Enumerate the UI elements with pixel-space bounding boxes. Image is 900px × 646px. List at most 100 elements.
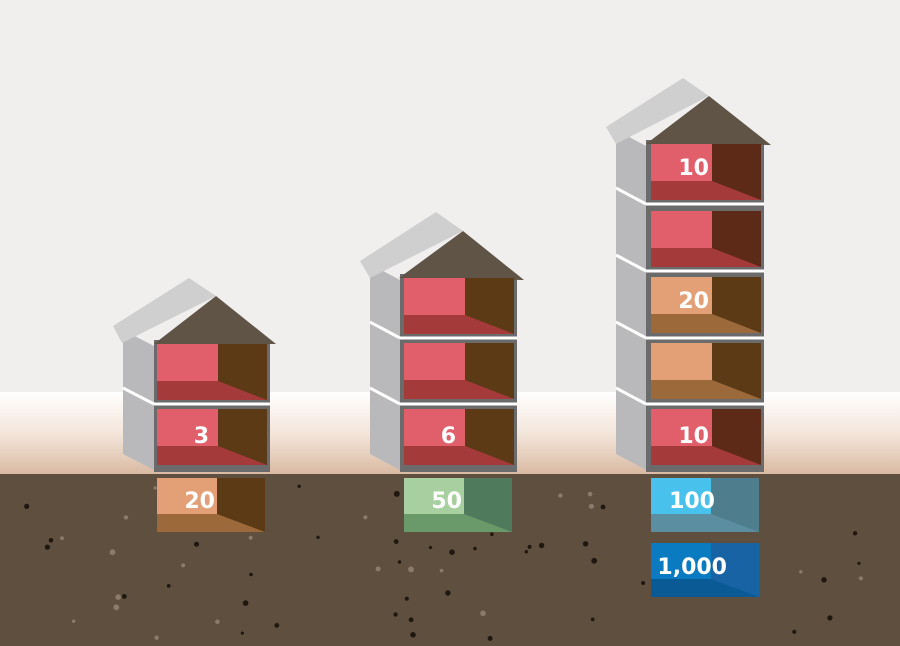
soil-speck <box>363 515 368 520</box>
floor-room-fill <box>157 409 218 446</box>
soil-speck <box>393 539 399 544</box>
soil-speck <box>473 546 477 551</box>
floor-room-fill <box>404 278 465 315</box>
soil-speck <box>487 635 493 641</box>
soil-speck <box>582 541 589 547</box>
room-label: 6 <box>441 424 456 449</box>
floor-room: 3 <box>157 409 267 465</box>
basement-room: 1,000 <box>651 543 759 597</box>
soil-speck <box>490 532 494 536</box>
soil-speck <box>827 615 833 621</box>
floor-room-fill <box>157 344 218 381</box>
room-label: 20 <box>184 489 215 514</box>
floor-room-fill <box>651 343 712 380</box>
soil-speck <box>154 635 159 640</box>
soil-speck <box>408 566 414 573</box>
basement-room-fill <box>404 478 464 514</box>
soil-speck <box>72 619 76 623</box>
soil-speck <box>249 572 253 577</box>
room-label: 3 <box>194 424 209 449</box>
basement-room-fill <box>157 478 217 514</box>
soil-speck <box>558 493 563 498</box>
soil-speck <box>193 541 200 547</box>
floor-room: 20 <box>651 277 761 333</box>
soil-speck <box>297 484 301 488</box>
soil-speck <box>123 515 129 520</box>
soil-speck <box>115 594 121 600</box>
building-right: 10 20 10 100 <box>606 78 771 597</box>
soil-speck <box>242 600 249 606</box>
soil-speck <box>410 632 416 638</box>
basement-room: 20 <box>157 478 265 532</box>
soil-speck <box>588 503 594 509</box>
soil-speck <box>181 563 186 568</box>
soil-speck <box>445 590 451 596</box>
soil-speck <box>121 594 127 599</box>
floor-room-fill <box>651 144 712 181</box>
soil-speck <box>858 576 864 581</box>
soil-speck <box>48 538 54 543</box>
floor-room: 10 <box>651 144 761 200</box>
room-label: 10 <box>678 424 709 449</box>
soil-speck <box>109 549 116 556</box>
soil-speck <box>375 566 381 572</box>
soil-speck <box>587 491 593 497</box>
soil-speck <box>852 531 858 536</box>
floor-room-fill <box>404 343 465 380</box>
soil-speck <box>404 596 409 601</box>
house-roof <box>113 278 276 344</box>
soil-speck <box>240 631 244 635</box>
soil-speck <box>408 617 414 623</box>
floor-room <box>651 343 761 399</box>
floor-room <box>404 278 514 334</box>
soil-speck <box>393 612 398 617</box>
floor-room-fill <box>651 409 712 446</box>
floor-room-fill <box>651 277 712 314</box>
soil-speck <box>397 560 402 564</box>
soil-speck <box>428 545 433 550</box>
soil-speck <box>524 550 528 554</box>
basement-room-fill <box>651 543 711 579</box>
room-label: 20 <box>678 289 709 314</box>
floor-room <box>651 211 761 267</box>
soil-speck <box>439 568 444 573</box>
floor-room-fill <box>651 211 712 248</box>
soil-speck <box>590 617 595 622</box>
soil-speck <box>538 542 545 549</box>
floor-room <box>157 344 267 400</box>
soil-speck <box>316 535 320 539</box>
soil-speck <box>591 557 598 564</box>
soil-speck <box>449 549 455 555</box>
soil-speck <box>24 503 30 509</box>
soil-speck <box>393 490 400 497</box>
room-label: 100 <box>669 489 715 514</box>
soil-speck <box>792 629 797 634</box>
soil-speck <box>799 570 803 574</box>
soil-speck <box>641 581 646 585</box>
soil-speck <box>153 486 157 490</box>
room-label: 50 <box>431 489 462 514</box>
floor-room-fill <box>404 409 465 446</box>
basement-room: 100 <box>651 478 759 532</box>
soil-speck <box>857 561 861 565</box>
floor-room: 10 <box>651 409 761 465</box>
soil-speck <box>166 584 171 588</box>
floor-room <box>404 343 514 399</box>
soil-speck <box>60 536 64 541</box>
soil-speck <box>248 535 253 540</box>
basement-room: 50 <box>404 478 512 532</box>
soil-speck <box>113 604 120 611</box>
soil-speck <box>274 623 280 628</box>
soil-speck <box>215 619 220 624</box>
soil-speck <box>44 544 51 550</box>
room-label: 1,000 <box>657 555 727 580</box>
soil-speck <box>821 577 827 583</box>
building-left: 3 20 <box>113 278 276 532</box>
house-roof <box>360 212 524 280</box>
house-roof <box>606 78 771 145</box>
basement-room-fill <box>651 478 711 514</box>
soil-speck <box>600 504 606 510</box>
soil-speck <box>527 544 532 549</box>
building-middle: 6 50 <box>360 212 524 532</box>
